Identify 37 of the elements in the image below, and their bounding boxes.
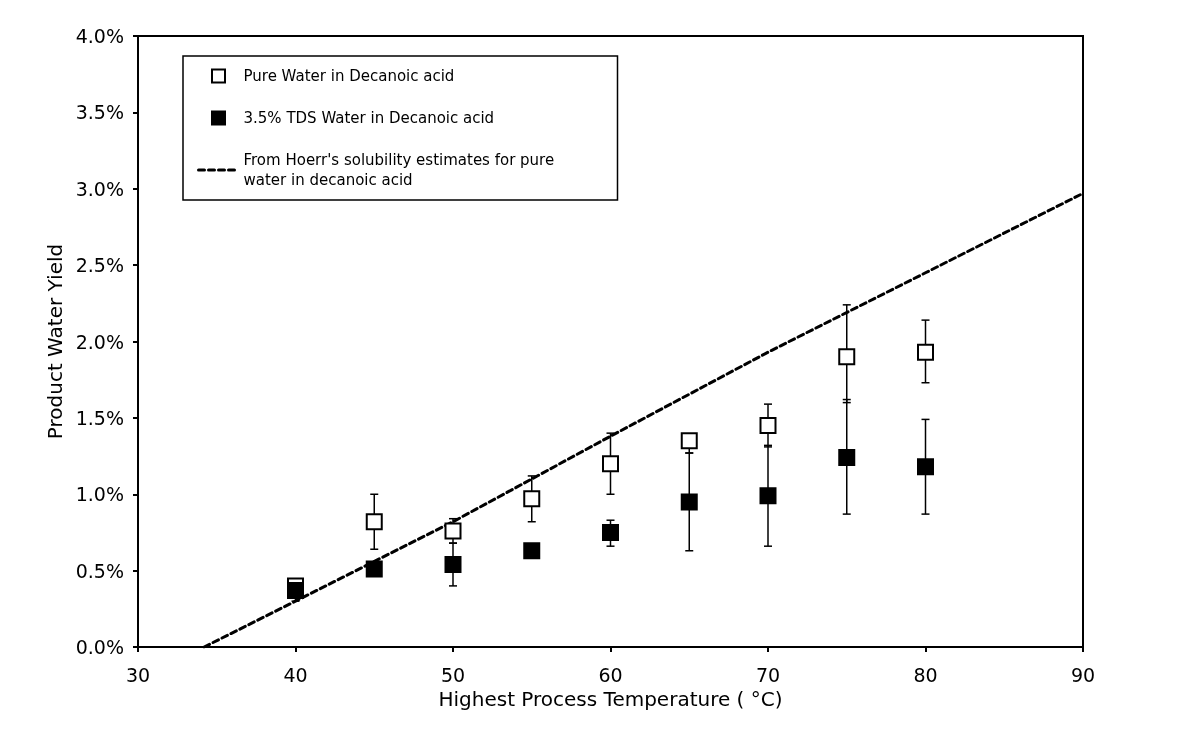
y-tick-label: 3.0% bbox=[75, 177, 124, 200]
point bbox=[444, 522, 462, 540]
x-tick-label: 80 bbox=[913, 663, 938, 686]
point bbox=[365, 560, 383, 578]
point bbox=[759, 487, 777, 505]
y-tick-label: 3.5% bbox=[75, 101, 124, 124]
point bbox=[838, 348, 856, 366]
x-axis-title: Highest Process Temperature ( °C) bbox=[438, 686, 783, 711]
x-tick-label: 30 bbox=[125, 663, 151, 686]
y-tick-label: 2.5% bbox=[75, 254, 124, 277]
x-tick-label: 40 bbox=[283, 663, 308, 686]
y-tick-label: 4.0% bbox=[75, 25, 124, 47]
point bbox=[523, 490, 541, 508]
y-tick-label: 2.0% bbox=[75, 330, 124, 353]
y-axis-title: Product Water Yield bbox=[42, 243, 67, 440]
point bbox=[917, 343, 934, 361]
legend-label: 3.5% TDS Water in Decanoic acid bbox=[243, 109, 495, 127]
point bbox=[917, 458, 934, 476]
point bbox=[444, 556, 462, 574]
y-tick-label: 1.5% bbox=[75, 406, 124, 429]
point bbox=[680, 432, 698, 450]
x-tick-label: 70 bbox=[755, 663, 781, 686]
legend-label: Pure Water in Decanoic acid bbox=[243, 67, 455, 85]
x-tick-label: 50 bbox=[440, 663, 466, 686]
point bbox=[759, 417, 777, 435]
y-tick-label: 0.5% bbox=[75, 559, 124, 582]
x-tick-label: 60 bbox=[598, 663, 623, 686]
point bbox=[523, 542, 541, 560]
point bbox=[602, 523, 619, 541]
legend-label: From Hoerr's solubility estimates for pure water in decanoic acid bbox=[243, 151, 559, 189]
point bbox=[838, 449, 856, 467]
point bbox=[680, 493, 698, 511]
point bbox=[602, 455, 619, 473]
point bbox=[365, 513, 383, 531]
y-tick-label: 0.0% bbox=[75, 636, 124, 658]
y-tick-label: 1.0% bbox=[75, 483, 124, 506]
x-tick-label: 90 bbox=[1070, 663, 1096, 686]
